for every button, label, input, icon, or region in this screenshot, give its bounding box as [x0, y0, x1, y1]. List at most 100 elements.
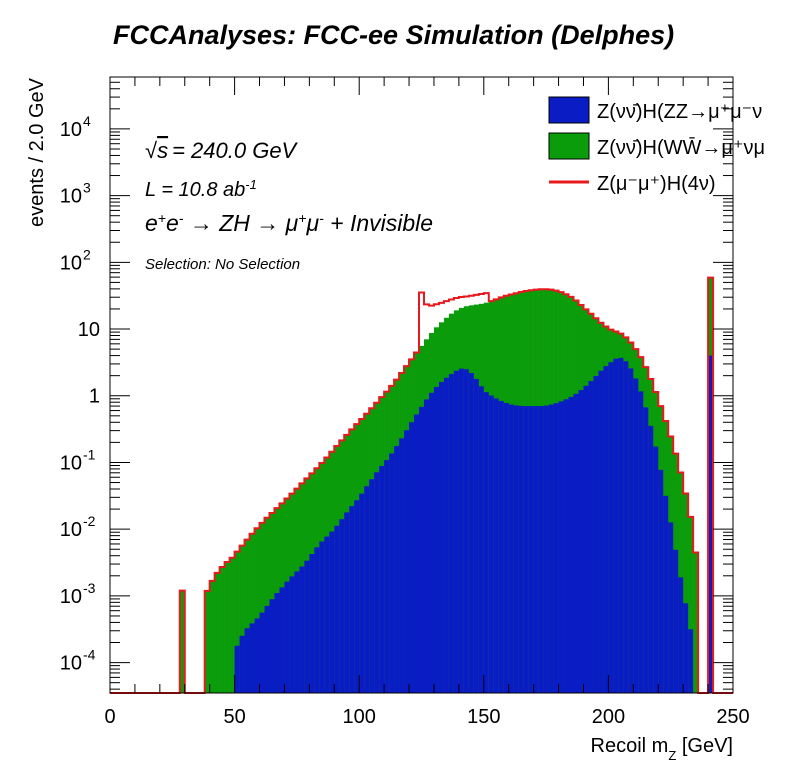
bar-stack-zz: [334, 525, 340, 693]
legend-swatch-zz: [548, 96, 590, 124]
legend-swatch-ww: [548, 132, 590, 160]
bar-stack-zz: [423, 399, 430, 693]
bar-stack-ww: [204, 590, 210, 693]
y-tick-label: 10: [60, 452, 82, 474]
process-label: e+e- → ZH → μ+μ- + Invisible: [145, 210, 433, 236]
bar-stack-zz: [578, 390, 584, 693]
bar-stack-zz: [249, 623, 255, 693]
y-tick-exponent: -2: [83, 513, 96, 529]
bar-stack-zz: [598, 370, 604, 693]
bar-stack-zz: [319, 541, 325, 693]
bar-stack-zz: [608, 362, 614, 693]
y-tick-exponent: 4: [83, 113, 91, 129]
bar-stack-zz: [389, 453, 395, 693]
sqrt-s-label: √s = 240.0 GeV: [145, 138, 299, 163]
bar-stack-zz: [458, 368, 465, 693]
bar-stack-ww: [229, 557, 235, 693]
bar-stack-zz: [359, 493, 365, 693]
bar-stack-zz: [364, 486, 370, 693]
luminosity-label: L = 10.8 ab-1: [145, 177, 257, 202]
x-tick-label: 150: [467, 706, 500, 728]
x-axis-title: Recoil mZ [GeV]: [591, 735, 733, 763]
bar-stack-zz: [663, 495, 669, 693]
y-tick-label: 10: [60, 586, 82, 608]
bar-stack-zz: [523, 406, 529, 693]
bar-stack-ww: [214, 572, 220, 693]
x-tick-label: 0: [104, 706, 115, 728]
bar-stack-zz: [244, 628, 250, 693]
bar-stack-ww: [179, 590, 186, 693]
bar-stack-zz: [653, 446, 659, 693]
bar-stack-zz: [513, 405, 519, 693]
bar-stack-zz: [409, 422, 415, 693]
bar-stack-zz: [289, 576, 295, 693]
bar-stack-zz: [633, 378, 639, 693]
bar-stack-zz: [668, 522, 674, 693]
bar-stack-zz: [269, 599, 275, 693]
bar-stack-zz: [329, 531, 335, 693]
bar-stack-zz: [618, 357, 624, 693]
x-tick-label: 100: [343, 706, 376, 728]
bar-stack-zz: [448, 374, 455, 693]
bar-stack-zz: [503, 402, 510, 693]
bar-stack-zz: [349, 506, 355, 693]
bar-stack-zz: [673, 549, 679, 693]
bar-stack-zz: [234, 645, 240, 693]
y-tick-label: 10: [60, 653, 82, 675]
bar-stack-zz: [683, 603, 689, 693]
bar-stack-zz: [593, 376, 599, 693]
bar-stack-zz: [468, 373, 475, 693]
selection-label: Selection: No Selection: [145, 256, 300, 273]
bar-stack-zz: [254, 618, 260, 693]
bar-stack-zz: [548, 404, 554, 693]
bar-stack-zz: [379, 465, 385, 693]
plot-frame: [109, 76, 734, 694]
bar-stack-zz: [478, 386, 485, 693]
chart-title: FCCAnalyses: FCC-ee Simulation (Delphes): [113, 20, 675, 50]
bar-stack-zz: [493, 398, 500, 693]
bar-stack-zz: [354, 500, 360, 693]
x-tick-label: 50: [223, 706, 245, 728]
bar-stack-zz: [279, 587, 285, 693]
bar-stack-zz: [399, 438, 405, 693]
bar-stack-zz: [299, 566, 305, 693]
bar-stack-zz: [314, 547, 320, 693]
bar-stack-ww: [224, 561, 230, 693]
bar-stack-zz: [603, 366, 609, 693]
bar-stack-ww: [693, 552, 699, 693]
bar-stack-zz: [643, 407, 649, 693]
bar-stack-zz: [239, 635, 245, 693]
bar-stack-zz: [414, 414, 420, 693]
bar-stack-zz: [613, 358, 619, 693]
bar-stack-zz: [463, 369, 470, 693]
bar-stack-zz: [473, 378, 480, 693]
bar-stack-zz: [538, 406, 544, 693]
x-tick-label: 200: [592, 706, 625, 728]
bar-stack-zz: [374, 472, 380, 693]
bar-stack-ww: [259, 522, 265, 693]
bar-stack-zz: [678, 577, 684, 693]
bar-stack-ww: [688, 516, 694, 693]
bar-stack-zz: [648, 425, 654, 693]
bar-stack-zz: [304, 560, 310, 693]
bar-stack-zz: [324, 536, 330, 693]
bar-stack-zz: [553, 403, 559, 693]
bar-stack-zz: [558, 401, 564, 693]
bar-stack-zz: [563, 399, 569, 693]
bar-stack-zz: [628, 368, 634, 693]
bar-stack-zz: [259, 612, 265, 693]
bar-stack-zz: [433, 386, 440, 693]
bar-stack-zz: [583, 385, 589, 693]
bar-stack-zz: [428, 392, 435, 693]
histogram-bars: [110, 276, 733, 694]
bar-stack-zz: [274, 593, 280, 693]
y-tick-label: 10: [60, 186, 82, 208]
bar-stack-zz: [638, 391, 644, 693]
bar-stack-ww: [254, 528, 260, 693]
bar-stack-zz: [518, 405, 524, 693]
bar-stack-zz: [488, 395, 495, 693]
bar-stack-zz: [419, 406, 425, 693]
bar-stack-zz: [623, 361, 629, 693]
